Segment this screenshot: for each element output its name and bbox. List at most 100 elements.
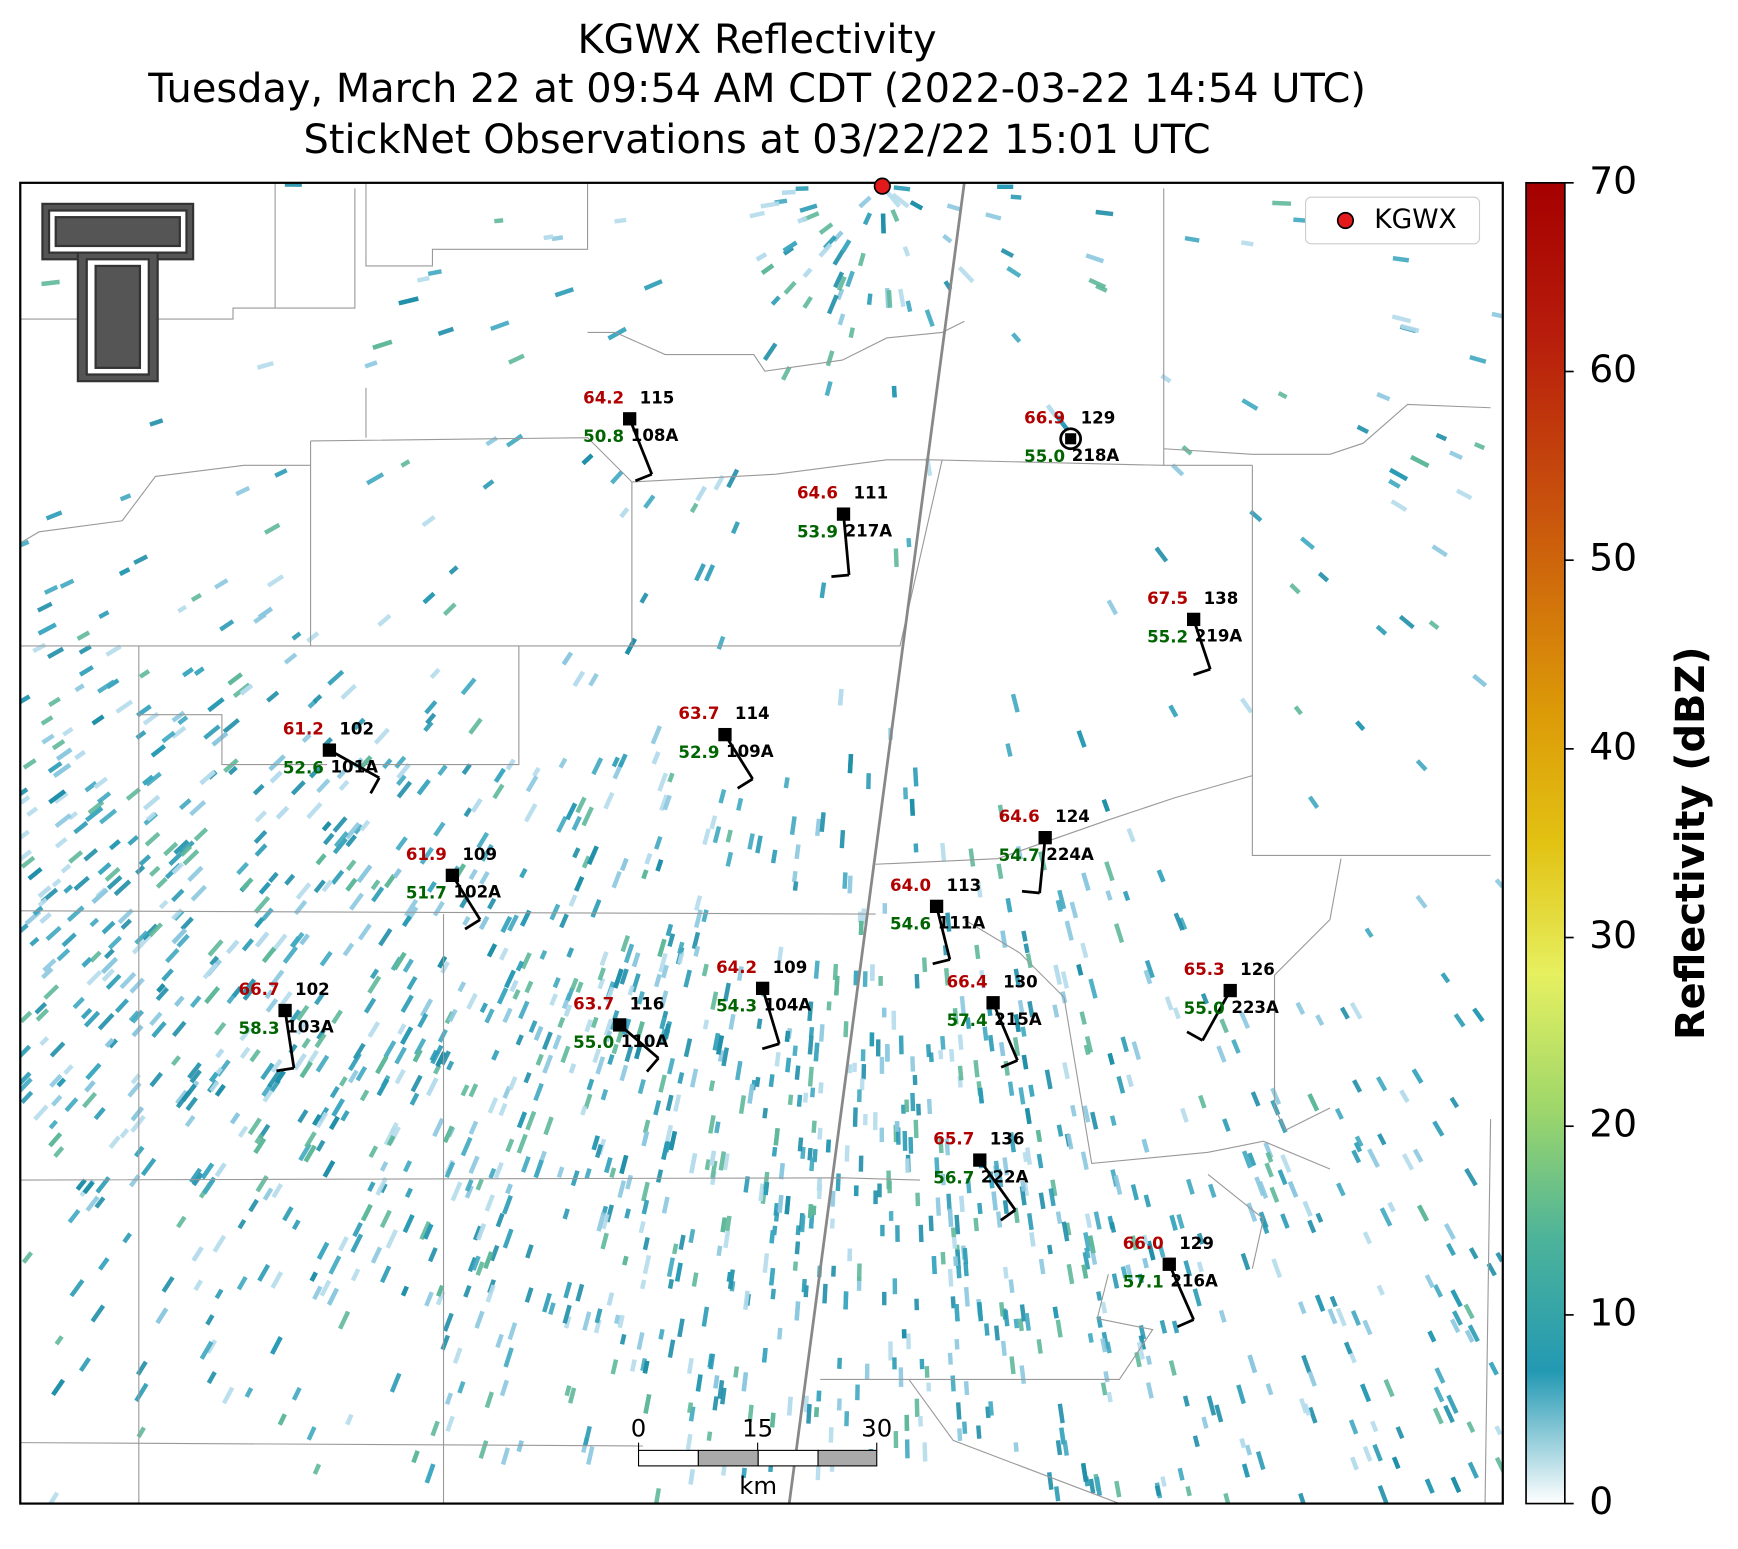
echo <box>894 1121 900 1132</box>
echo <box>20 829 30 844</box>
echo <box>940 1035 946 1050</box>
echo <box>51 878 62 888</box>
echo <box>563 1281 573 1299</box>
echo <box>769 1230 776 1244</box>
echo <box>991 1191 998 1211</box>
echo <box>1428 620 1440 631</box>
echo <box>479 1002 488 1014</box>
echo <box>1240 1252 1251 1271</box>
echo <box>830 1190 836 1207</box>
echo <box>559 913 569 929</box>
echo <box>389 1372 402 1393</box>
echo <box>895 1225 900 1242</box>
echo <box>48 1132 63 1148</box>
temperature: 63.7 <box>573 994 614 1013</box>
echo <box>924 309 935 327</box>
echo <box>394 755 407 769</box>
echo <box>369 968 380 980</box>
echo <box>352 717 366 731</box>
echo <box>1126 827 1136 843</box>
echo <box>402 958 414 973</box>
echo <box>762 1253 770 1273</box>
wind-barb <box>1201 989 1232 1042</box>
radar-site <box>873 177 891 195</box>
echo <box>1103 1370 1110 1383</box>
echo <box>1280 1213 1290 1229</box>
echo <box>921 957 928 973</box>
echo <box>928 1215 934 1232</box>
echo <box>1443 1223 1456 1240</box>
echo <box>299 933 310 946</box>
echo <box>822 1283 828 1304</box>
station-id: 108A <box>631 426 679 445</box>
echo <box>383 1126 397 1146</box>
station-value: 129 <box>1179 1234 1214 1253</box>
echo <box>1375 1076 1388 1092</box>
echo <box>1082 1251 1091 1270</box>
echo <box>306 1426 317 1441</box>
temperature: 64.0 <box>890 876 931 895</box>
echo <box>926 1382 932 1392</box>
echo <box>85 806 104 823</box>
echo <box>862 212 873 226</box>
echo <box>338 1310 351 1330</box>
echo <box>460 677 477 696</box>
echo <box>1038 1258 1046 1275</box>
station-id: 223A <box>1231 998 1279 1017</box>
echo <box>962 1421 968 1434</box>
echo <box>1391 314 1412 324</box>
echo <box>308 764 323 779</box>
echo <box>51 1378 65 1396</box>
echo <box>1240 697 1254 714</box>
echo <box>789 816 797 835</box>
colorbar-tick-label: 30 <box>1589 913 1637 957</box>
echo <box>1375 624 1388 636</box>
echo <box>1021 1054 1029 1070</box>
echo <box>791 870 798 883</box>
echo <box>811 1120 817 1133</box>
echo <box>661 964 669 979</box>
echo <box>150 744 166 758</box>
echo <box>592 1048 601 1064</box>
echo <box>996 863 1004 880</box>
echo <box>81 956 93 968</box>
echo <box>624 1208 631 1219</box>
echo <box>783 280 797 295</box>
station-value: 102 <box>295 980 330 999</box>
echo <box>1463 1303 1475 1320</box>
echo <box>45 510 63 521</box>
echo <box>485 435 498 447</box>
echo <box>516 1133 528 1154</box>
echo <box>331 869 345 885</box>
echo <box>954 1304 960 1322</box>
echo <box>1302 1200 1313 1217</box>
echo <box>837 313 846 326</box>
echo <box>826 1001 832 1011</box>
station-id: 110A <box>621 1032 669 1051</box>
echo <box>773 1128 780 1146</box>
echo <box>1005 897 1013 913</box>
echo <box>863 1113 868 1126</box>
echo <box>68 850 84 864</box>
echo <box>502 1007 513 1024</box>
echo <box>855 1384 860 1401</box>
echo <box>142 711 160 726</box>
echo <box>708 1353 716 1370</box>
echo <box>543 234 554 241</box>
echo <box>406 976 418 991</box>
echo <box>799 203 818 213</box>
echo <box>807 1066 814 1087</box>
echo <box>825 1139 831 1153</box>
echo <box>685 1433 693 1451</box>
echo <box>560 1045 571 1064</box>
echo <box>1300 536 1315 551</box>
echo <box>774 1052 781 1067</box>
echo <box>542 1031 553 1051</box>
echo <box>988 1034 995 1052</box>
echo <box>1494 1425 1503 1436</box>
echo <box>1143 1194 1152 1208</box>
echo <box>96 791 112 804</box>
echo <box>1083 1231 1092 1252</box>
echo <box>890 208 900 223</box>
